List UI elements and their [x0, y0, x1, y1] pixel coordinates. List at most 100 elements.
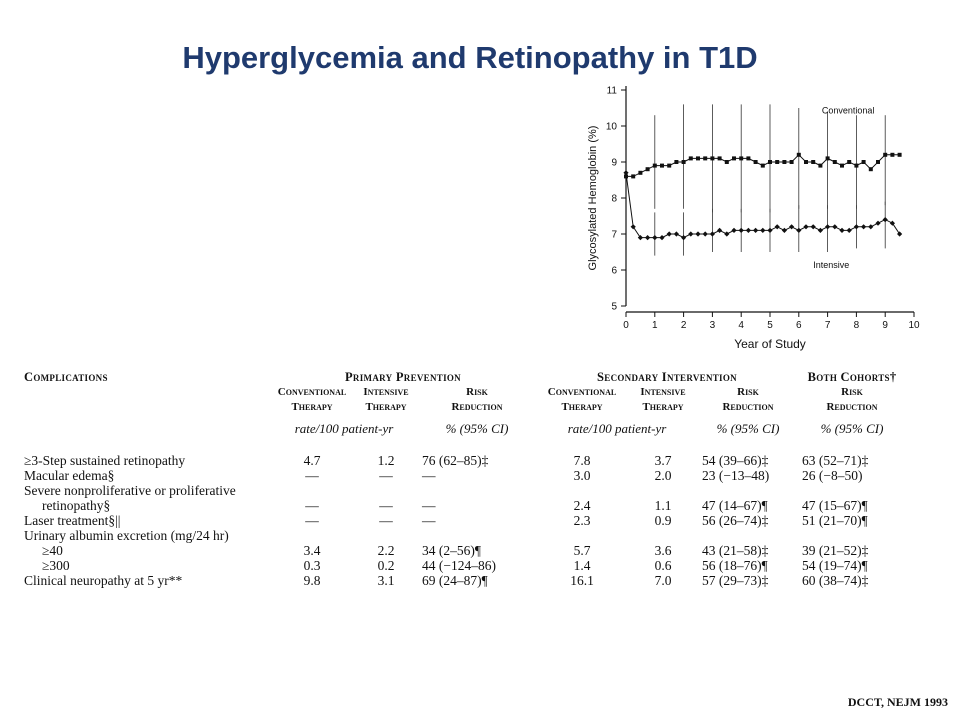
subheader-intensive-1: Intensive Therapy: [363, 386, 409, 413]
table-cell: 51 (21–70)¶: [802, 513, 868, 528]
data-point: [645, 235, 651, 241]
slide-title: Hyperglycemia and Retinopathy in T1D: [182, 40, 758, 75]
table-cell: 9.8: [303, 573, 321, 588]
data-point: [688, 231, 694, 237]
table-cell: 56 (26–74)‡: [702, 513, 769, 528]
table-cell: —: [305, 468, 319, 483]
table-cell: —: [305, 498, 319, 513]
x-tick-label: 10: [908, 320, 920, 331]
data-point: [703, 156, 708, 161]
y-axis-label: Glycosylated Hemoglobin (%): [587, 126, 599, 271]
data-point: [854, 163, 859, 168]
data-point: [803, 224, 809, 230]
y-tick-label: 5: [611, 302, 617, 313]
series-label-intensive: Intensive: [813, 260, 849, 270]
table-cell: [628, 528, 698, 543]
data-point: [875, 220, 881, 226]
data-point: [623, 170, 629, 176]
table-cell: 16.1: [570, 573, 594, 588]
table-cell: —: [422, 498, 436, 513]
row-label: Clinical neuropathy at 5 yr**: [24, 573, 183, 588]
data-point: [660, 163, 664, 168]
table-cell: 3.0: [573, 468, 591, 483]
data-point: [796, 152, 801, 157]
table-cell: 69 (24–87)¶: [422, 573, 488, 588]
data-point: [818, 163, 823, 168]
data-point: [847, 160, 852, 164]
subheader-risk-1: Risk Reduction: [451, 386, 503, 413]
y-tick-label: 6: [611, 266, 617, 277]
table-cell: [418, 528, 536, 543]
data-point: [709, 231, 715, 237]
data-point: [732, 156, 736, 161]
data-point: [825, 224, 831, 230]
data-point: [724, 231, 730, 237]
data-point: [652, 235, 658, 241]
complications-table: Complications Primary Prevention Seconda…: [20, 370, 906, 588]
data-point: [673, 231, 679, 237]
series-label-conventional: Conventional: [822, 105, 875, 115]
x-axis-label: Year of Study: [734, 337, 806, 351]
data-point: [739, 156, 744, 161]
data-point: [681, 235, 687, 241]
table-cell: 0.9: [654, 513, 672, 528]
chart-axes: 5 6 7 8 9 10 11 0 1 2 3 4 5 6 7 8 9 10: [606, 86, 920, 332]
data-point: [753, 160, 758, 164]
data-point: [645, 167, 650, 172]
table-cell: 3.6: [654, 543, 672, 558]
table-cell: 43 (21–58)‡: [702, 543, 769, 558]
table-row: Severe nonproliferative or proliferative…: [20, 483, 906, 513]
data-point: [839, 227, 845, 233]
table-row: Urinary albumin excretion (mg/24 hr): [20, 528, 906, 543]
x-tick-label: 5: [767, 320, 773, 331]
table-cell: 23 (−13–48): [702, 468, 770, 483]
x-tick-label: 0: [623, 320, 629, 331]
data-point: [782, 160, 787, 164]
table-cell: 34 (2–56)¶: [422, 543, 481, 558]
table-cell: 63 (52–71)‡: [802, 453, 869, 468]
subheader-intensive-2: Intensive Therapy: [640, 386, 686, 413]
row-label: Urinary albumin excretion (mg/24 hr): [24, 528, 229, 543]
header-secondary-intervention: Secondary Intervention: [597, 370, 737, 384]
table-subheader-row: Conventional Therapy Intensive Therapy Ris…: [20, 385, 906, 421]
data-point: [638, 170, 643, 175]
subheader-conventional-1: Conventional Therapy: [277, 386, 347, 413]
data-point: [717, 227, 723, 233]
table-cell: 7.0: [654, 573, 672, 588]
table-cell: 57 (29–73)‡: [702, 573, 769, 588]
table-row: ≥40 3.4 2.2 34 (2–56)¶ 5.7 3.6 43 (21–58)‡ 39 (…: [20, 543, 906, 558]
data-point: [738, 227, 744, 233]
data-point: [890, 152, 895, 157]
x-tick-label: 1: [652, 320, 658, 331]
table-cell: 3.4: [303, 543, 321, 558]
row-label: Severe nonproliferative or proliferative…: [24, 483, 236, 513]
table-cell: 2.4: [573, 498, 591, 513]
data-point: [696, 156, 700, 161]
y-tick-label: 7: [611, 230, 617, 241]
units-rate-2: rate/100 patient-yr: [567, 421, 667, 436]
data-point: [688, 156, 693, 161]
citation: DCCT, NEJM 1993: [847, 695, 948, 709]
data-point: [774, 224, 780, 230]
header-both-cohorts: Both Cohorts†: [807, 370, 897, 384]
data-point: [731, 227, 737, 233]
data-point: [745, 227, 751, 233]
data-point: [817, 227, 823, 233]
data-point: [695, 231, 701, 237]
data-point: [681, 160, 686, 164]
data-point: [832, 224, 838, 230]
table-cell: 2.3: [573, 513, 591, 528]
data-point: [789, 224, 795, 230]
table-cell: 1.2: [377, 453, 395, 468]
table-cell: 0.2: [377, 558, 395, 573]
data-point: [861, 160, 866, 164]
table-cell: 47 (14–67)¶: [702, 498, 768, 513]
table-cell: 1.1: [654, 498, 672, 513]
table-cell: 1.4: [573, 558, 591, 573]
data-point: [897, 152, 902, 157]
units-rate-1: rate/100 patient-yr: [294, 421, 394, 436]
table-cell: 56 (18–76)¶: [702, 558, 768, 573]
table-cell: 5.7: [573, 543, 591, 558]
table-cell: —: [422, 468, 436, 483]
units-pct-3: % (95% CI): [820, 421, 884, 436]
